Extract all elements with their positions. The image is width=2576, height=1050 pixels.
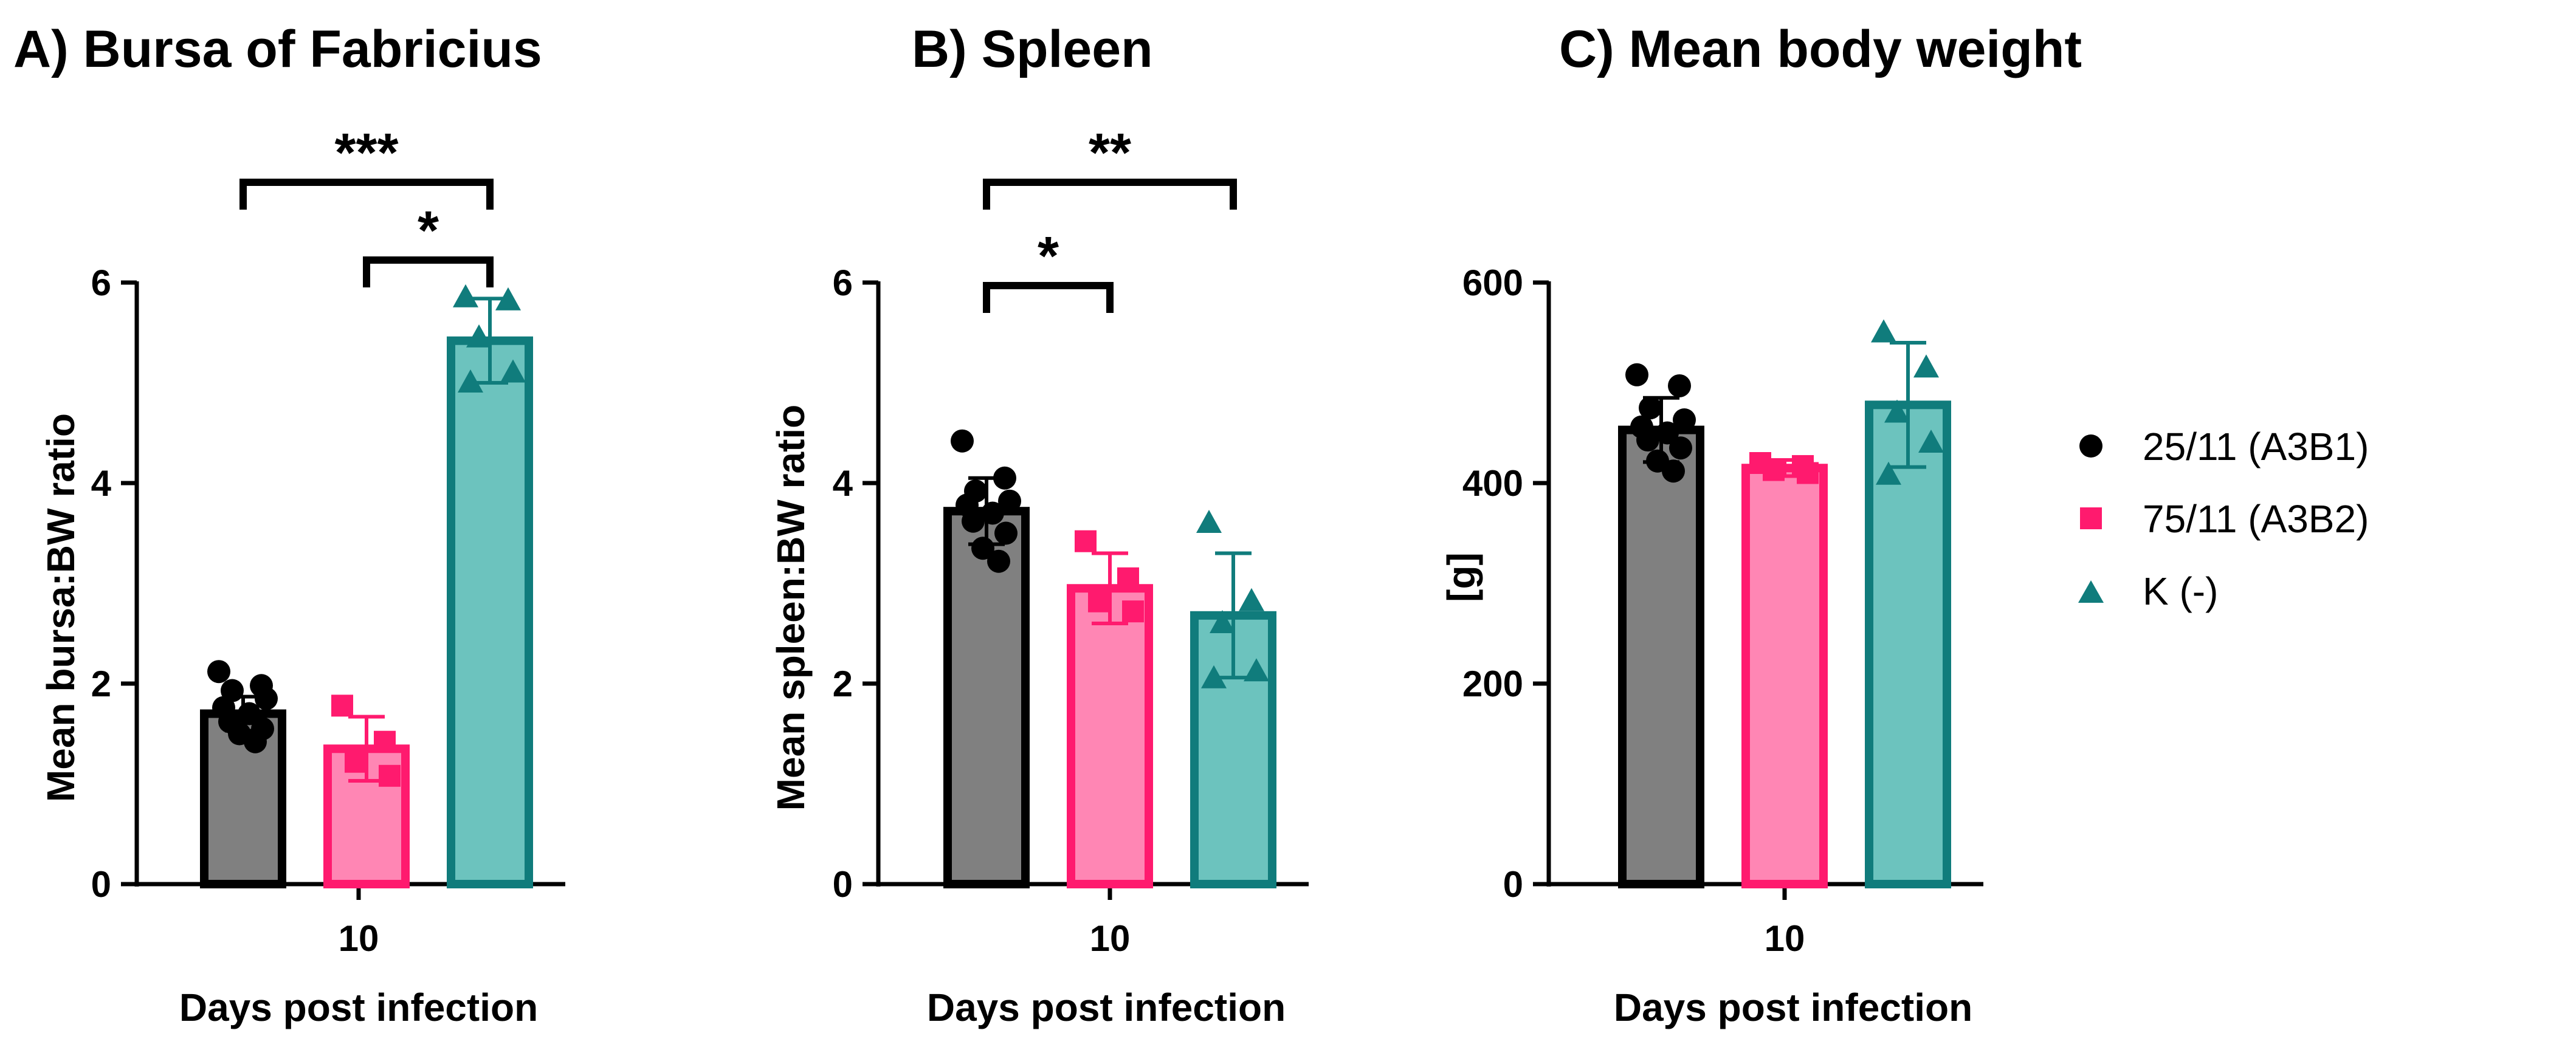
data-point xyxy=(1656,421,1679,445)
legend-label: 75/11 (A3B2) xyxy=(2143,497,2369,541)
y-axis-label: [g] xyxy=(1439,552,1483,602)
legend-item-25-11: 25/11 (A3B1) xyxy=(2079,425,2369,468)
data-point xyxy=(1913,354,1939,378)
data-point xyxy=(1201,665,1227,688)
data-point xyxy=(458,369,483,393)
y-tick-label: 2 xyxy=(91,664,111,704)
data-point xyxy=(1918,430,1944,453)
bar-square-series xyxy=(1741,464,1828,888)
y-tick-label: 6 xyxy=(833,262,853,303)
data-point xyxy=(993,466,1016,490)
data-point xyxy=(1117,567,1139,589)
data-point xyxy=(500,359,526,383)
panel-title: C) Mean body weight xyxy=(1559,20,2082,78)
y-tick-label: 0 xyxy=(1503,864,1523,905)
panel-a-bursa: A) Bursa of Fabricius Mean bursa:BW rati… xyxy=(13,20,565,1029)
x-axis-label: Days post infection xyxy=(927,986,1286,1029)
data-point xyxy=(1088,590,1110,612)
data-point xyxy=(1639,396,1662,420)
legend: 25/11 (A3B1) 75/11 (A3B2) K (-) xyxy=(2078,425,2369,613)
panel-b-spleen: B) Spleen Mean spleen:BW ratio Days post… xyxy=(769,20,1309,1029)
data-point xyxy=(1763,459,1785,481)
legend-item-k-neg: K (-) xyxy=(2078,569,2218,613)
data-point xyxy=(1871,319,1896,343)
legend-item-75-11: 75/11 (A3B2) xyxy=(2080,497,2369,541)
data-point xyxy=(466,324,492,348)
y-tick-label: 0 xyxy=(833,864,853,905)
bar-circle-series xyxy=(943,507,1030,888)
significance-bracket xyxy=(239,179,494,210)
data-point xyxy=(221,679,244,702)
data-point xyxy=(1244,658,1269,682)
data-point xyxy=(1876,461,1901,485)
significance-label: * xyxy=(1038,226,1059,287)
bar-square-series xyxy=(1067,584,1153,888)
bar-circle-series xyxy=(1618,425,1704,888)
data-point xyxy=(1669,436,1692,460)
data-point xyxy=(207,660,230,684)
data-point xyxy=(981,501,1004,525)
legend-square-marker xyxy=(2080,507,2102,529)
data-point xyxy=(994,521,1018,545)
data-point xyxy=(951,429,974,453)
data-point xyxy=(1210,610,1235,633)
data-point xyxy=(998,489,1021,513)
data-point xyxy=(1636,428,1659,452)
significance-label: ** xyxy=(1089,123,1131,184)
data-point xyxy=(495,287,521,311)
data-point xyxy=(453,284,478,307)
legend-label: K (-) xyxy=(2143,569,2218,613)
y-tick-label: 0 xyxy=(91,864,111,905)
y-axis-label: Mean bursa:BW ratio xyxy=(39,413,83,802)
y-tick-label: 200 xyxy=(1462,664,1523,704)
significance-label: * xyxy=(418,201,439,261)
significance-bracket xyxy=(983,282,1114,313)
bar-triangle-series xyxy=(447,336,533,888)
y-tick-label: 2 xyxy=(833,664,853,704)
significance-label: *** xyxy=(334,123,398,184)
panel-title: A) Bursa of Fabricius xyxy=(13,20,542,78)
data-point xyxy=(1122,600,1144,623)
significance-bracket xyxy=(983,179,1237,210)
y-tick-label: 400 xyxy=(1462,463,1523,504)
x-axis-label: Days post infection xyxy=(1614,986,1972,1029)
data-point xyxy=(379,764,401,787)
y-tick-label: 6 xyxy=(91,262,111,303)
significance-bracket xyxy=(363,256,494,287)
data-point xyxy=(1625,363,1648,386)
legend-label: 25/11 (A3B1) xyxy=(2143,425,2369,468)
data-point xyxy=(238,702,261,726)
data-point xyxy=(1673,408,1696,432)
x-tick-label: 10 xyxy=(339,918,379,959)
data-point xyxy=(1196,510,1222,533)
y-tick-label: 4 xyxy=(833,463,853,504)
y-tick-label: 4 xyxy=(91,463,112,504)
data-point xyxy=(345,750,367,773)
x-axis-label: Days post infection xyxy=(179,986,538,1029)
data-point xyxy=(331,695,353,717)
y-tick-label: 600 xyxy=(1462,262,1523,303)
data-point xyxy=(244,730,267,753)
x-tick-label: 10 xyxy=(1090,918,1131,959)
x-tick-label: 10 xyxy=(1765,918,1805,959)
data-point xyxy=(1668,374,1691,397)
data-point xyxy=(1884,399,1910,423)
data-point xyxy=(255,687,278,710)
data-point xyxy=(987,549,1010,573)
data-point xyxy=(1797,462,1819,484)
data-point xyxy=(1662,459,1685,483)
data-point xyxy=(971,537,994,560)
data-point xyxy=(374,730,396,753)
legend-circle-marker xyxy=(2079,434,2102,458)
data-point xyxy=(1075,530,1097,552)
legend-triangle-marker xyxy=(2078,580,2104,603)
data-point xyxy=(962,509,985,533)
data-point xyxy=(1239,588,1264,611)
y-axis-label: Mean spleen:BW ratio xyxy=(769,405,813,811)
panel-title: B) Spleen xyxy=(912,20,1153,78)
panel-c-body-weight: C) Mean body weight [g] Days post infect… xyxy=(1439,20,2082,1029)
